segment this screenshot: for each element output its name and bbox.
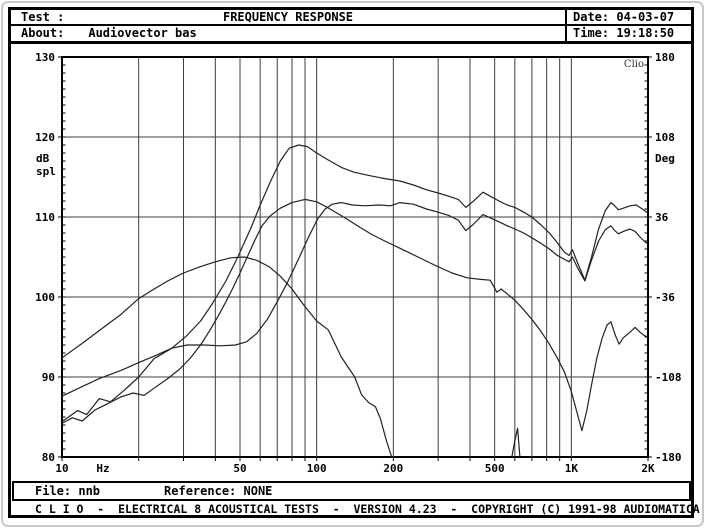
about-label: About: (21, 25, 65, 40)
y-right-label-180: 180 (655, 51, 675, 64)
x-label-500: 500 (485, 462, 505, 475)
y-right-label-36: 36 (655, 211, 669, 224)
x-unit-hz: Hz (96, 462, 109, 475)
y-left-label-90: 90 (42, 371, 55, 384)
file-status-bar: File: nnb Reference: NONE (12, 481, 691, 501)
y-left-label-130: 130 (35, 51, 55, 64)
test-label: Test : (21, 10, 65, 24)
x-label-2K: 2K (641, 462, 655, 475)
y-right-unit-deg: Deg (655, 152, 675, 165)
reference-name: Reference: NONE (164, 484, 273, 498)
x-label-50: 50 (233, 462, 246, 475)
credits-bar: C L I O - ELECTRICAL 8 ACOUSTICAL TESTS … (35, 502, 700, 516)
header-row-about: About: Audiovector bas (11, 25, 567, 41)
x-label-200: 200 (383, 462, 403, 475)
date-field: Date: 04-03-07 (567, 10, 691, 26)
file-name: File: nnb (35, 484, 101, 498)
y-left-label-120: 120 (35, 131, 55, 144)
y-left-unit-db: dB (36, 152, 50, 165)
y-right-label--36: -36 (655, 291, 675, 304)
time-field: Time: 19:18:50 (573, 25, 675, 40)
y-left-label-80: 80 (42, 451, 55, 464)
header-bar: Test : FREQUENCY RESPONSE Date: 04-03-07 … (8, 7, 694, 44)
y-right-label-108: 108 (655, 131, 675, 144)
page-title: FREQUENCY RESPONSE (222, 10, 354, 24)
about-value: Audiovector bas (88, 25, 197, 40)
y-left-label-110: 110 (35, 211, 55, 224)
clio-watermark: Clio (624, 59, 644, 70)
trace-2-mid (62, 202, 648, 423)
y-right-label--180: -180 (655, 451, 682, 464)
trace-3-descending (62, 198, 648, 432)
x-label-10: 10 (55, 462, 68, 475)
plot-frame (61, 56, 649, 458)
trace-4-port (62, 256, 521, 457)
x-label-1K: 1K (565, 462, 579, 475)
y-right-label--108: -108 (655, 371, 682, 384)
y-left-label-100: 100 (35, 291, 55, 304)
header-row-test: Test : FREQUENCY RESPONSE (11, 10, 567, 26)
trace-1-woofer-total (62, 144, 648, 397)
x-label-100: 100 (307, 462, 327, 475)
y-left-unit-spl: spl (36, 165, 56, 178)
